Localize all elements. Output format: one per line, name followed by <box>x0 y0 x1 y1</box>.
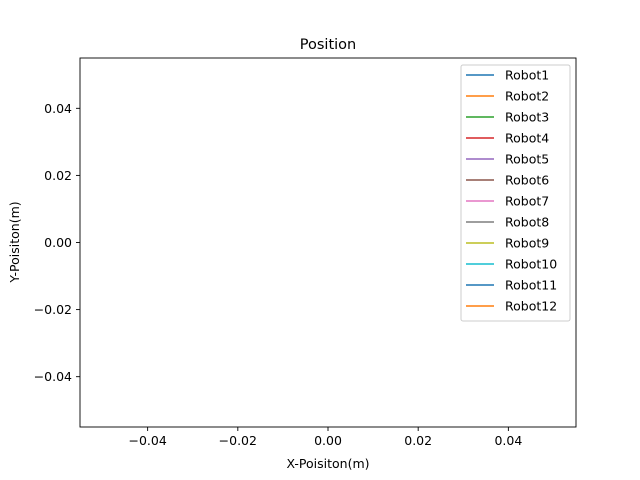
x-tick-label: −0.04 <box>128 433 166 448</box>
legend-entry-label: Robot11 <box>505 278 557 293</box>
x-axis-label: X-Poisiton(m) <box>286 456 369 471</box>
legend-box <box>460 64 571 322</box>
y-axis-label: Y-Poisiton(m) <box>7 201 22 283</box>
legend-entry-label: Robot2 <box>505 89 549 104</box>
legend-entry-label: Robot3 <box>505 110 549 125</box>
x-tick-label: −0.02 <box>219 433 257 448</box>
legend-entry-label: Robot5 <box>505 152 549 167</box>
legend-entry-label: Robot10 <box>505 257 557 272</box>
y-tick-label: 0.00 <box>44 235 72 250</box>
y-tick-label: −0.02 <box>34 302 72 317</box>
x-tick-label: 0.04 <box>494 433 522 448</box>
legend-entry-label: Robot12 <box>505 299 557 314</box>
chart-title: Position <box>300 37 356 53</box>
x-tick-label: 0.02 <box>404 433 432 448</box>
x-tick-label: 0.00 <box>314 433 342 448</box>
y-tick-label: −0.04 <box>34 369 72 384</box>
legend-entry-label: Robot1 <box>505 68 549 83</box>
legend-entry-label: Robot9 <box>505 236 549 251</box>
x-axis-ticks: −0.04 −0.02 0.00 0.02 0.04 <box>128 427 522 448</box>
y-axis-ticks: −0.04 −0.02 0.00 0.02 0.04 <box>34 101 80 384</box>
legend-entry-label: Robot7 <box>505 194 549 209</box>
y-tick-label: 0.02 <box>44 168 72 183</box>
legend-entry-label: Robot4 <box>505 131 549 146</box>
legend-entry-label: Robot6 <box>505 173 549 188</box>
legend: Robot1 Robot2 Robot3 Robot4 Robot5 Robot6 Robo… <box>460 64 571 322</box>
legend-entry-label: Robot8 <box>505 215 549 230</box>
y-tick-label: 0.04 <box>44 101 72 116</box>
